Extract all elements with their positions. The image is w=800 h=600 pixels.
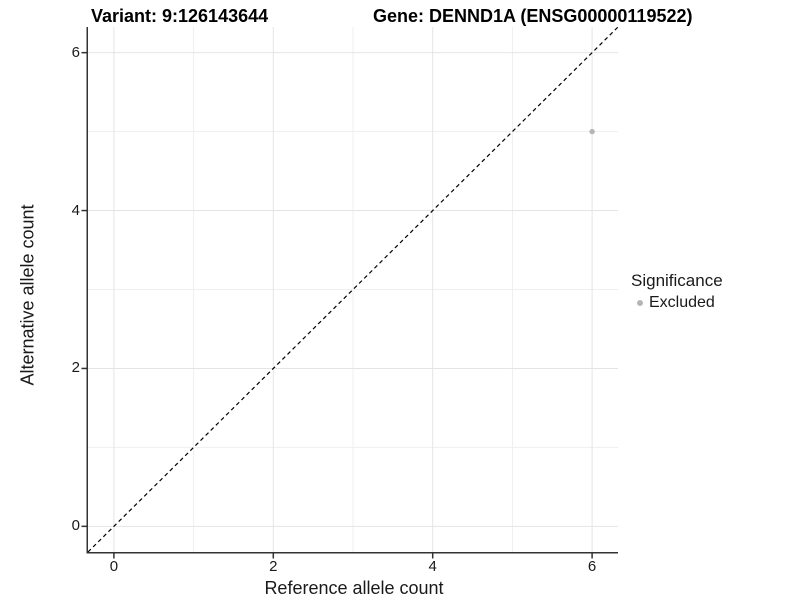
- legend: Significance Excluded: [630, 271, 723, 312]
- legend-item-label: Excluded: [649, 294, 715, 311]
- y-tick-label: 2: [71, 359, 80, 377]
- x-axis-label: Reference allele count: [264, 578, 444, 598]
- x-tick-label: 2: [269, 558, 278, 575]
- legend-point-icon: [637, 300, 643, 306]
- data-point: [589, 128, 595, 135]
- legend-item: Excluded: [630, 294, 723, 312]
- x-tick-label: 6: [587, 558, 597, 575]
- y-tick-label: 0: [71, 517, 80, 535]
- identity-line: [87, 26, 619, 553]
- x-tick-label: 4: [428, 558, 437, 575]
- legend-title: Significance: [631, 271, 723, 290]
- y-tick-label: 6: [71, 43, 80, 61]
- x-tick-label: 0: [109, 558, 119, 575]
- y-tick-label: 4: [71, 201, 80, 219]
- variant-title: Variant: 9:126143644: [91, 6, 269, 26]
- gene-title: Gene: DENND1A (ENSG00000119522): [373, 6, 693, 26]
- legend-items: Excluded: [630, 294, 723, 312]
- y-axis-label: Alternative allele count: [17, 204, 38, 386]
